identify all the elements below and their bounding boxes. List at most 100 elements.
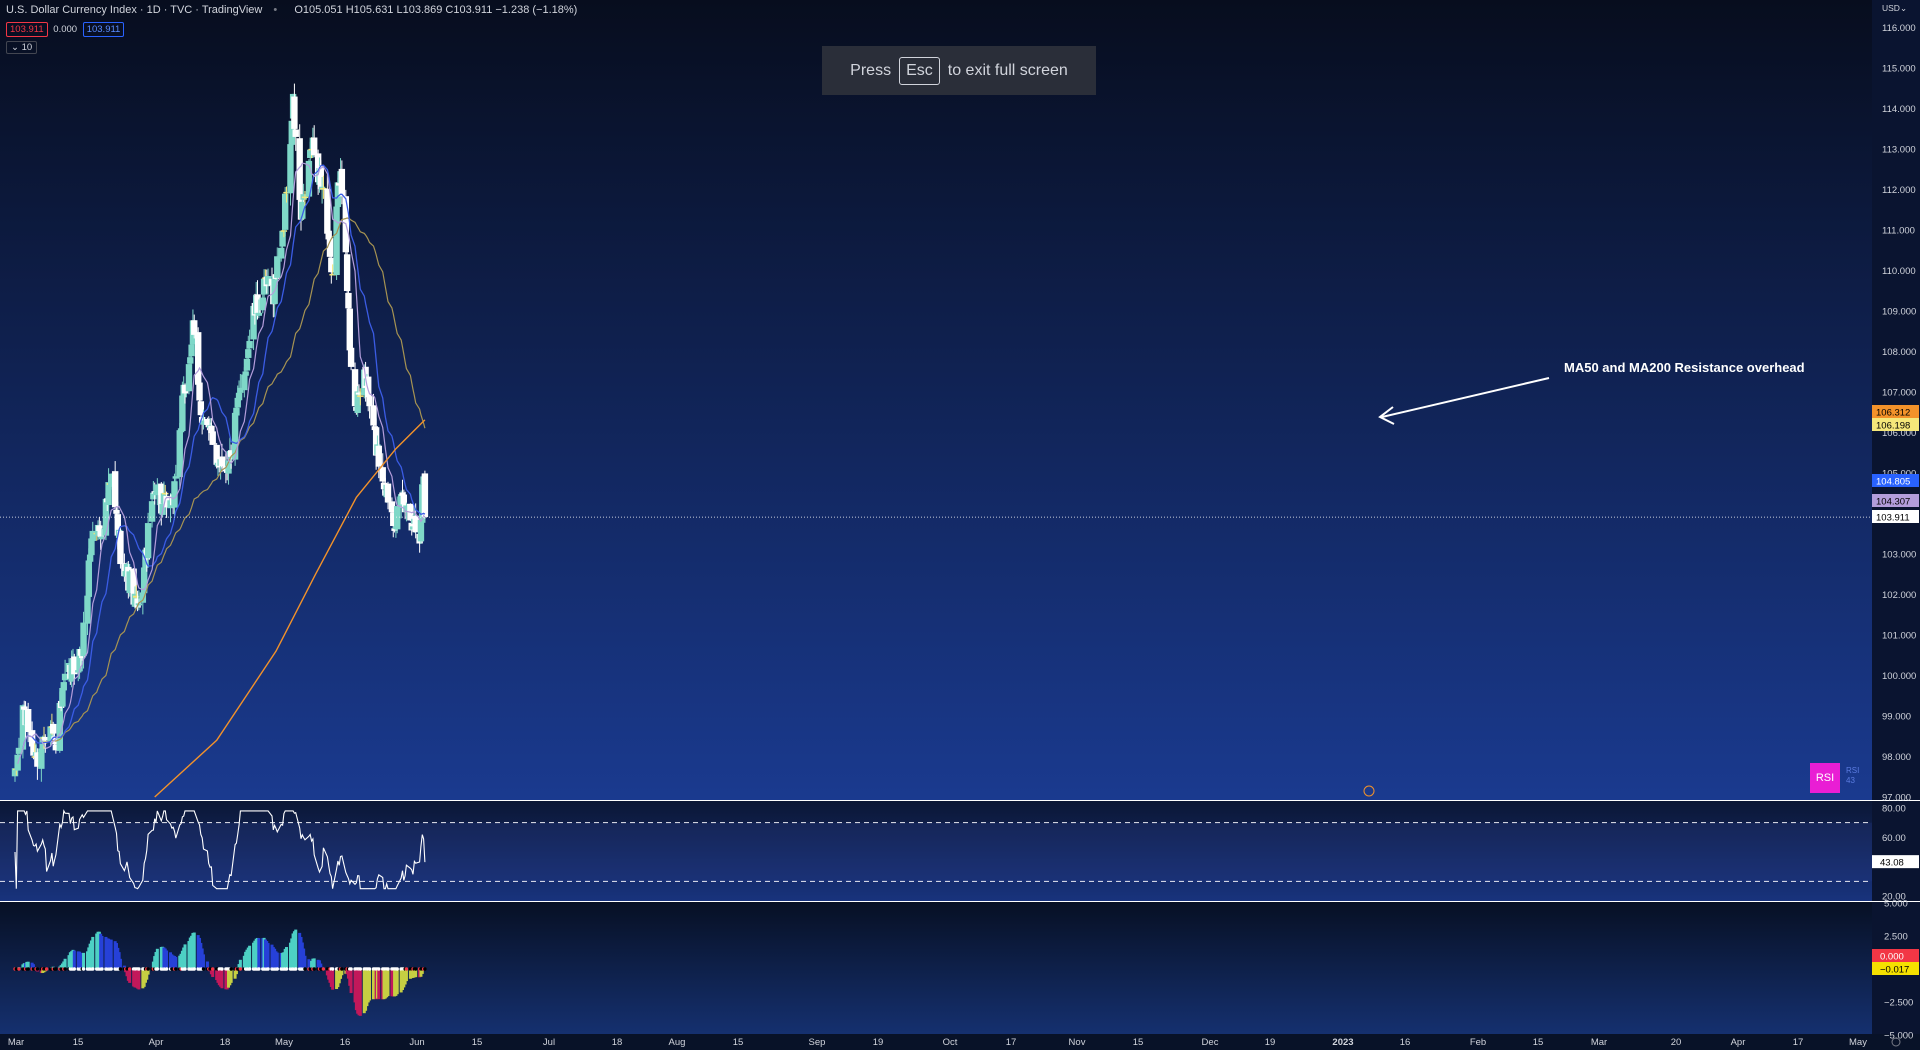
candle-body[interactable]	[357, 395, 364, 397]
candle-body[interactable]	[113, 509, 120, 514]
candle-body[interactable]	[86, 554, 94, 562]
candle-body[interactable]	[234, 397, 241, 408]
price-axis-bg[interactable]	[1872, 0, 1920, 1050]
candle-body[interactable]	[130, 568, 137, 605]
candle-body[interactable]	[213, 444, 220, 465]
candle-body[interactable]	[338, 168, 346, 197]
candle-body[interactable]	[412, 515, 419, 533]
candle-body[interactable]	[134, 598, 141, 608]
candle-body[interactable]	[241, 374, 248, 391]
candle-body[interactable]	[417, 519, 425, 542]
candle-body[interactable]	[370, 405, 377, 426]
candle-body[interactable]	[152, 491, 160, 496]
indicator-toggle[interactable]: ⌄ 10	[6, 41, 38, 54]
candle-body[interactable]	[243, 358, 251, 371]
candle-body[interactable]	[245, 349, 252, 358]
candle-body[interactable]	[50, 723, 57, 734]
candle-body[interactable]	[24, 708, 32, 733]
candle-body[interactable]	[148, 501, 156, 522]
candle-body[interactable]	[227, 450, 235, 457]
candle-body[interactable]	[325, 230, 332, 240]
candle-body[interactable]	[135, 603, 143, 606]
candle-body[interactable]	[345, 292, 352, 309]
candle-body[interactable]	[209, 431, 216, 445]
candle-body[interactable]	[292, 129, 299, 137]
time-axis-bg[interactable]	[0, 1034, 1920, 1050]
candle-body[interactable]	[204, 419, 211, 425]
candle-body[interactable]	[394, 506, 401, 530]
annotation-text[interactable]: MA50 and MA200 Resistance overhead	[1564, 360, 1805, 375]
candle-body[interactable]	[200, 420, 207, 425]
candle-body[interactable]	[205, 422, 212, 428]
candle-body[interactable]	[235, 392, 243, 401]
candle-body[interactable]	[117, 530, 124, 565]
candle-body[interactable]	[250, 305, 257, 340]
candle-body[interactable]	[274, 256, 281, 278]
candle-body[interactable]	[388, 501, 396, 513]
candle-body[interactable]	[346, 308, 353, 351]
candle-body[interactable]	[197, 401, 205, 416]
candle-body[interactable]	[19, 705, 27, 750]
candle-body[interactable]	[375, 445, 382, 467]
candle-body[interactable]	[38, 748, 45, 769]
candle-body[interactable]	[333, 206, 340, 276]
candle-body[interactable]	[400, 494, 408, 505]
candle-body[interactable]	[11, 768, 19, 777]
candle-body[interactable]	[231, 412, 239, 460]
candle-body[interactable]	[163, 495, 170, 508]
candle-body[interactable]	[301, 196, 309, 199]
candle-body[interactable]	[85, 560, 93, 597]
candle-body[interactable]	[181, 384, 189, 394]
candle-body[interactable]	[259, 297, 266, 311]
candle-body[interactable]	[198, 416, 206, 424]
candle-body[interactable]	[88, 538, 95, 556]
bid-price[interactable]: 103.911	[6, 22, 48, 37]
candle-body[interactable]	[196, 382, 203, 401]
candle-body[interactable]	[372, 427, 380, 456]
candle-body[interactable]	[80, 622, 87, 657]
candle-body[interactable]	[281, 193, 289, 230]
candle-body[interactable]	[108, 473, 115, 487]
candle-body[interactable]	[421, 473, 429, 518]
settings-gear-icon[interactable]	[1891, 1037, 1901, 1047]
candle-body[interactable]	[328, 257, 335, 273]
candle-body[interactable]	[291, 96, 298, 129]
candle-body[interactable]	[105, 482, 112, 506]
rsi-button[interactable]: RSI	[1810, 763, 1840, 793]
candle-body[interactable]	[144, 523, 152, 559]
candle-body[interactable]	[97, 529, 104, 537]
candle-body[interactable]	[42, 736, 49, 741]
candle-body[interactable]	[126, 571, 133, 594]
candle-body[interactable]	[52, 744, 60, 751]
candle-body[interactable]	[71, 656, 78, 675]
candle-body[interactable]	[28, 730, 36, 747]
candle-body[interactable]	[366, 396, 373, 407]
candle-body[interactable]	[351, 369, 359, 407]
candle-body[interactable]	[260, 278, 268, 295]
candle-body[interactable]	[187, 357, 194, 364]
candle-body[interactable]	[399, 492, 406, 496]
candle-body[interactable]	[98, 536, 106, 540]
candle-body[interactable]	[188, 344, 195, 357]
candle-body[interactable]	[233, 407, 240, 416]
candle-body[interactable]	[317, 166, 324, 189]
candle-body[interactable]	[60, 682, 67, 691]
candle-body[interactable]	[343, 254, 351, 292]
candle-body[interactable]	[195, 332, 202, 385]
symbol-title[interactable]: U.S. Dollar Currency Index · 1D · TVC · …	[6, 4, 263, 16]
candle-body[interactable]	[279, 230, 286, 247]
candle-body[interactable]	[21, 706, 28, 710]
candle-body[interactable]	[242, 371, 249, 376]
candle-body[interactable]	[218, 456, 226, 467]
candle-body[interactable]	[154, 484, 161, 493]
candle-body[interactable]	[320, 188, 327, 190]
candle-body[interactable]	[287, 144, 294, 194]
candle-body[interactable]	[326, 238, 334, 257]
candle-body[interactable]	[79, 655, 86, 659]
candle-body[interactable]	[162, 492, 169, 495]
candle-body[interactable]	[56, 702, 64, 751]
candle-body[interactable]	[172, 476, 179, 479]
candle-body[interactable]	[288, 120, 295, 145]
event-marker-icon[interactable]	[1363, 785, 1375, 797]
candle-body[interactable]	[176, 430, 183, 478]
